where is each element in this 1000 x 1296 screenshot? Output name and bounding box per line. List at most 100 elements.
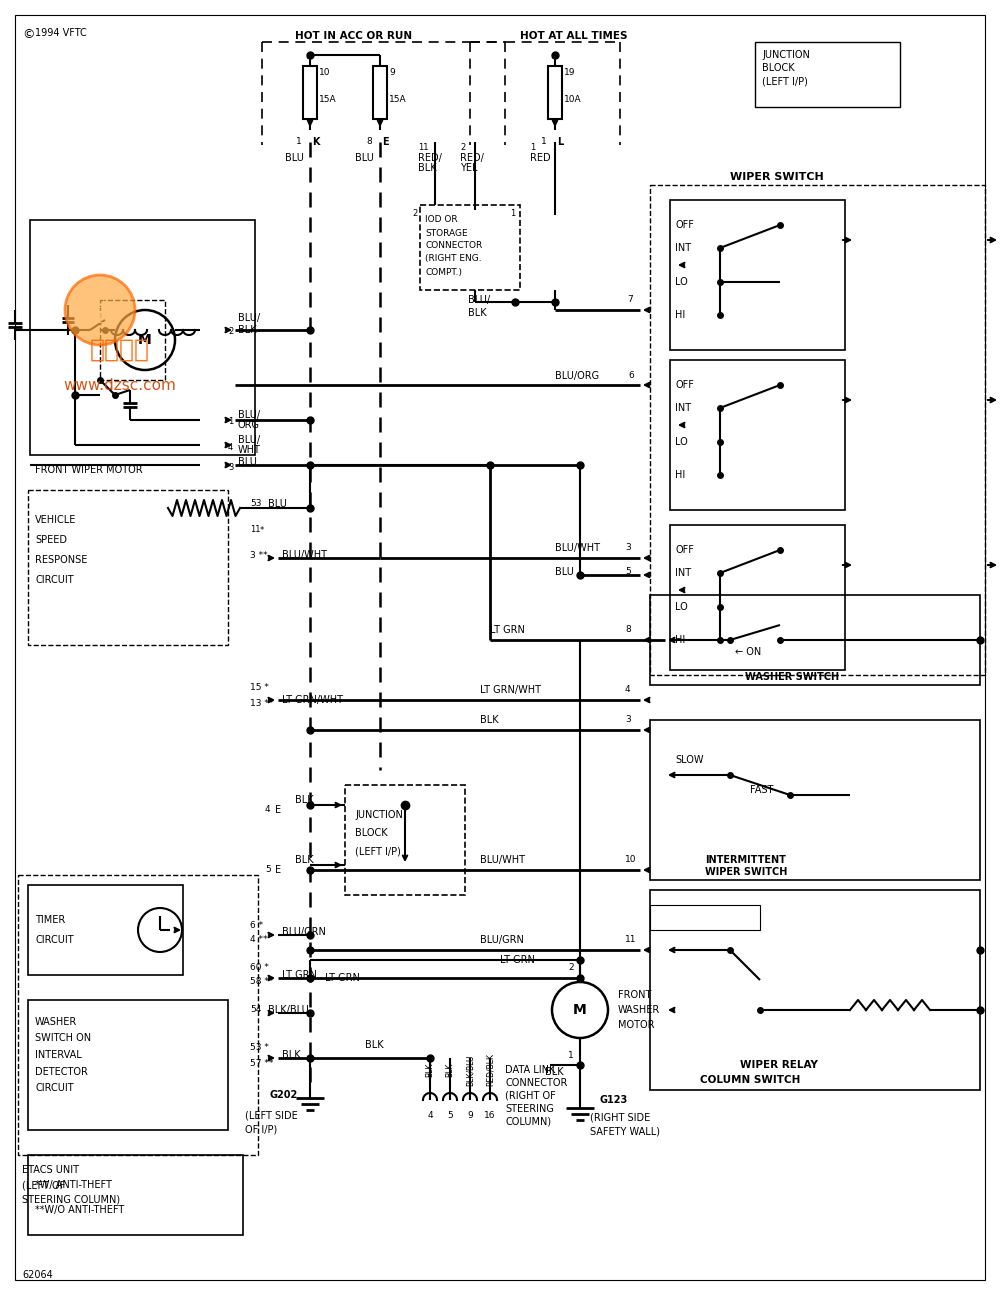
Text: 2: 2 bbox=[413, 209, 418, 218]
Text: (RIGHT SIDE: (RIGHT SIDE bbox=[590, 1113, 650, 1124]
Text: RESPONSE: RESPONSE bbox=[35, 555, 87, 565]
Text: HOT AT ALL TIMES: HOT AT ALL TIMES bbox=[520, 31, 628, 41]
Text: 维库一下: 维库一下 bbox=[90, 338, 150, 362]
Text: VEHICLE: VEHICLE bbox=[35, 515, 76, 525]
Bar bbox=[345, 785, 465, 896]
Text: LT GRN: LT GRN bbox=[325, 973, 360, 982]
Text: 62064: 62064 bbox=[22, 1270, 53, 1280]
Text: 10: 10 bbox=[625, 855, 637, 864]
Text: WASHER: WASHER bbox=[618, 1004, 660, 1015]
Bar bbox=[28, 1155, 243, 1235]
Text: 57 **: 57 ** bbox=[250, 1059, 273, 1068]
Text: (RIGHT ENG.: (RIGHT ENG. bbox=[425, 254, 482, 263]
Bar bbox=[650, 185, 985, 675]
Text: 4 **: 4 ** bbox=[250, 936, 268, 945]
Text: SWITCH ON: SWITCH ON bbox=[35, 1033, 91, 1043]
Text: WASHER SWITCH: WASHER SWITCH bbox=[745, 673, 839, 682]
Text: 1994 VFTC: 1994 VFTC bbox=[35, 29, 87, 38]
Text: INT: INT bbox=[675, 568, 691, 578]
Text: 3: 3 bbox=[625, 715, 631, 724]
Text: E: E bbox=[275, 805, 281, 815]
Text: STEERING: STEERING bbox=[505, 1104, 554, 1115]
Text: 15 *: 15 * bbox=[250, 683, 269, 692]
Text: 2: 2 bbox=[228, 328, 233, 337]
Text: YEL: YEL bbox=[460, 163, 478, 172]
Text: OFF: OFF bbox=[675, 220, 694, 229]
Text: 8: 8 bbox=[625, 626, 631, 635]
Text: BLU/: BLU/ bbox=[238, 435, 260, 445]
Text: LO: LO bbox=[675, 437, 688, 447]
Text: OFF: OFF bbox=[675, 546, 694, 555]
Bar bbox=[30, 220, 255, 455]
Bar bbox=[28, 1001, 228, 1130]
Text: BLOCK: BLOCK bbox=[762, 64, 795, 73]
Text: CONNECTOR: CONNECTOR bbox=[505, 1078, 567, 1089]
Text: BLU: BLU bbox=[555, 568, 574, 577]
Text: SPEED: SPEED bbox=[35, 535, 67, 546]
Text: M: M bbox=[138, 333, 152, 347]
Text: TIMER: TIMER bbox=[35, 915, 65, 925]
Text: BLK: BLK bbox=[295, 794, 314, 805]
Text: 4: 4 bbox=[265, 806, 271, 814]
Text: BLU/WHT: BLU/WHT bbox=[282, 550, 327, 560]
Text: INT: INT bbox=[675, 403, 691, 413]
Text: HI: HI bbox=[675, 310, 685, 320]
Text: 11: 11 bbox=[250, 525, 260, 534]
Text: BLU/: BLU/ bbox=[238, 314, 260, 323]
Text: M: M bbox=[573, 1003, 587, 1017]
Text: 60 *: 60 * bbox=[250, 963, 269, 972]
Text: 1: 1 bbox=[228, 417, 233, 426]
Text: BLU/WHT: BLU/WHT bbox=[480, 855, 525, 864]
Bar bbox=[670, 360, 845, 511]
Bar bbox=[420, 205, 520, 290]
Text: 7: 7 bbox=[627, 295, 633, 305]
Text: INT: INT bbox=[675, 244, 691, 253]
Text: FRONT WIPER MOTOR: FRONT WIPER MOTOR bbox=[35, 465, 143, 476]
Bar bbox=[650, 721, 980, 880]
Text: IOD OR: IOD OR bbox=[425, 215, 458, 224]
Text: 19: 19 bbox=[564, 69, 576, 78]
Text: 16: 16 bbox=[484, 1111, 496, 1120]
Text: 6 *: 6 * bbox=[250, 920, 263, 929]
Text: DATA LINK: DATA LINK bbox=[505, 1065, 555, 1074]
Text: BLK/BLU: BLK/BLU bbox=[268, 1004, 309, 1015]
Text: G123: G123 bbox=[600, 1095, 628, 1105]
Text: OF I/P): OF I/P) bbox=[245, 1125, 277, 1135]
Text: LT GRN: LT GRN bbox=[490, 625, 525, 635]
Text: BLK/BLU: BLK/BLU bbox=[466, 1054, 475, 1086]
Bar bbox=[548, 66, 562, 119]
Text: 4: 4 bbox=[625, 686, 631, 695]
Bar bbox=[303, 66, 317, 119]
Text: 3 **: 3 ** bbox=[250, 551, 268, 560]
Text: 13 **: 13 ** bbox=[250, 699, 273, 708]
Text: 53: 53 bbox=[250, 499, 262, 508]
Bar bbox=[28, 490, 228, 645]
Text: JUNCTION: JUNCTION bbox=[762, 51, 810, 60]
Text: 2: 2 bbox=[568, 963, 574, 972]
Text: DETECTOR: DETECTOR bbox=[35, 1067, 88, 1077]
Bar bbox=[650, 890, 980, 1090]
Text: 58 **: 58 ** bbox=[250, 977, 273, 986]
Text: COLUMN): COLUMN) bbox=[505, 1117, 551, 1128]
Text: BLU/ORG: BLU/ORG bbox=[555, 371, 599, 381]
Text: *: * bbox=[260, 525, 264, 534]
Text: LT GRN/WHT: LT GRN/WHT bbox=[282, 695, 343, 705]
Text: 1: 1 bbox=[541, 137, 547, 146]
Text: LO: LO bbox=[675, 277, 688, 286]
Text: 找
图片: 找 图片 bbox=[92, 295, 108, 324]
Text: WHT: WHT bbox=[238, 445, 261, 455]
Text: ©: © bbox=[22, 29, 34, 41]
Text: 5: 5 bbox=[447, 1111, 453, 1120]
Text: BLU/GRN: BLU/GRN bbox=[282, 927, 326, 937]
Bar bbox=[373, 66, 387, 119]
Bar bbox=[755, 41, 900, 108]
Bar bbox=[670, 200, 845, 350]
Text: 8: 8 bbox=[366, 137, 372, 146]
Text: (LEFT I/P): (LEFT I/P) bbox=[762, 76, 808, 86]
Text: 4: 4 bbox=[427, 1111, 433, 1120]
Text: (RIGHT OF: (RIGHT OF bbox=[505, 1091, 556, 1102]
Text: RED/BLK: RED/BLK bbox=[486, 1054, 494, 1086]
Text: BLK: BLK bbox=[365, 1039, 384, 1050]
Text: K: K bbox=[312, 137, 320, 146]
Bar bbox=[18, 875, 258, 1155]
